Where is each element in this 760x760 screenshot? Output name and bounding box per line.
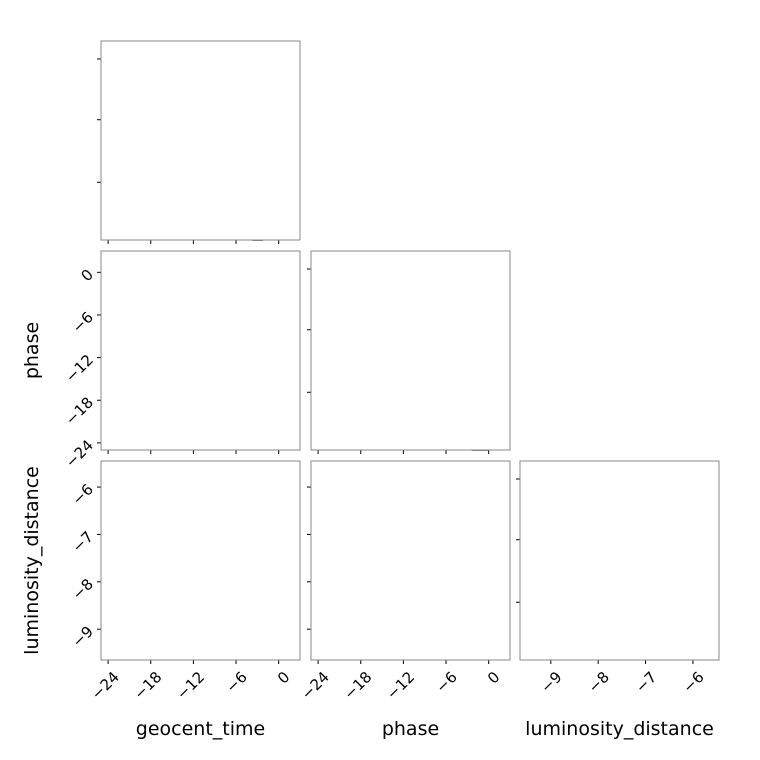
x-tick-label: −12: [173, 668, 208, 703]
y-tick-label: −6: [69, 308, 97, 336]
density-frame: [100, 250, 301, 451]
x-axis-label-geocent_time: geocent_time: [136, 718, 265, 740]
density-frame: [100, 460, 301, 661]
y-tick-label: −12: [62, 351, 97, 386]
x-tick-label: −12: [383, 668, 418, 703]
y-tick-label: −9: [69, 622, 97, 650]
x-axis-label-phase: phase: [382, 718, 439, 740]
density-frame: [310, 460, 511, 661]
x-tick-label: −8: [585, 668, 613, 696]
scatter-point: [424, 455, 426, 457]
y-axis-label-phase: phase: [21, 322, 43, 379]
x-tick-label: −7: [632, 668, 660, 696]
y-tick-label: −7: [69, 528, 97, 556]
scatter-point: [408, 455, 410, 457]
x-tick-label: 0: [484, 668, 503, 687]
x-tick-label: −24: [88, 668, 123, 703]
histogram-frame: [100, 40, 301, 241]
histogram-frame: [310, 250, 511, 451]
x-tick-label: −6: [679, 668, 707, 696]
scatter-point: [418, 457, 420, 459]
y-tick-label: −24: [62, 436, 97, 471]
scatter-point: [201, 456, 203, 458]
y-axis-label-luminosity_distance: luminosity_distance: [21, 466, 43, 655]
y-tick-label: −18: [62, 394, 97, 429]
scatter-point: [227, 455, 229, 457]
x-tick-label: 0: [274, 668, 293, 687]
x-tick-label: −6: [432, 668, 460, 696]
scatter-point: [213, 455, 215, 457]
y-tick-label: 0: [78, 266, 97, 285]
scatter-point: [212, 451, 214, 453]
scatter-point: [232, 455, 234, 457]
x-tick-label: −9: [537, 668, 565, 696]
y-tick-label: −6: [69, 480, 97, 508]
scatter-point: [204, 458, 206, 460]
scatter-point: [221, 455, 223, 457]
x-tick-label: −6: [222, 668, 250, 696]
histogram-frame: [519, 460, 720, 661]
x-tick-label: −18: [130, 668, 165, 703]
scatter-point: [215, 452, 217, 454]
x-tick-label: −18: [340, 668, 375, 703]
x-axis-label-luminosity_distance: luminosity_distance: [525, 718, 714, 740]
y-tick-label: −8: [69, 575, 97, 603]
x-tick-label: −24: [298, 668, 333, 703]
